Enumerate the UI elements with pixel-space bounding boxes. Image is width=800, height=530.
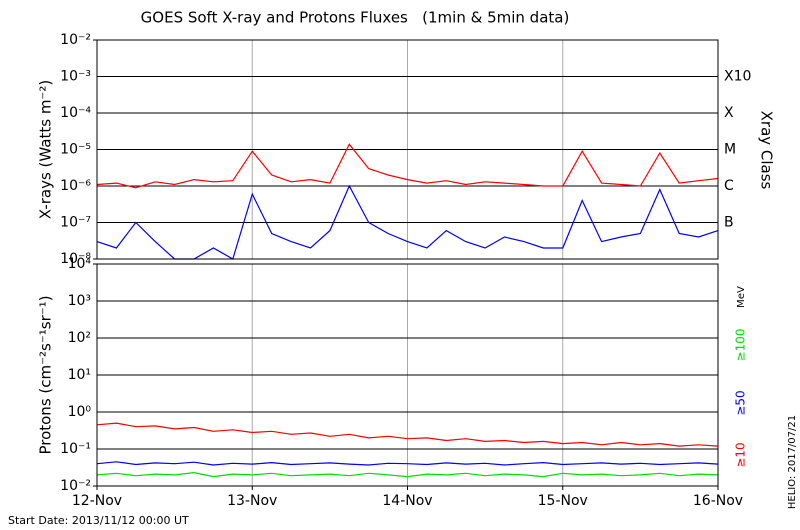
x-tick-label: 14-Nov [382, 493, 432, 509]
class-label: X10 [724, 69, 751, 85]
data-line [96, 422, 719, 447]
x-tick-label: 13-Nov [227, 493, 277, 509]
data-line [96, 461, 719, 466]
y-tick-label: 10⁻¹ [60, 441, 91, 457]
x-tick-label: 16-Nov [693, 493, 743, 509]
class-label: B [724, 215, 734, 231]
y-tick-label: 10² [68, 330, 91, 346]
y-tick-label: 10⁴ [68, 256, 92, 272]
y-tick-label: 10⁻⁴ [60, 105, 91, 121]
legend-entry: ≥50 [734, 390, 748, 415]
y-tick-label: 10⁻⁵ [60, 142, 91, 158]
y-axis-title: X-rays (Watts m⁻²) [37, 80, 55, 219]
class-label: X [724, 105, 734, 121]
x-tick-label: 15-Nov [538, 493, 588, 509]
y-tick-label: 10⁻⁶ [60, 178, 91, 194]
credit: HELIO: 2017/07/21 [787, 415, 798, 509]
class-label: C [724, 178, 734, 194]
y-tick-label: 10⁰ [68, 404, 92, 420]
y-tick-label: 10⁻³ [60, 69, 91, 85]
legend-entry: ≥100 [734, 329, 748, 362]
y-tick-label: 10⁻⁷ [60, 215, 91, 231]
chart-title: GOES Soft X-ray and Protons Fluxes (1min… [141, 9, 570, 27]
y-axis-title: Protons (cm⁻²s⁻¹sr⁻¹) [37, 295, 55, 454]
plot-frame [96, 39, 719, 260]
x-tick-label: 12-Nov [72, 493, 122, 509]
y-tick-label: 10¹ [68, 367, 91, 383]
data-line [96, 184, 719, 260]
legend-entry: ≥10 [734, 442, 748, 467]
y-tick-label: 10⁻² [60, 32, 91, 48]
start-date: Start Date: 2013/11/12 00:00 UT [8, 514, 189, 527]
class-label: M [724, 142, 736, 158]
data-line [96, 471, 719, 478]
y-tick-label: 10³ [68, 293, 91, 309]
data-line [96, 143, 719, 189]
y-tick-label: 10⁻² [60, 478, 91, 494]
y2-axis-title: MeV [736, 286, 747, 308]
y2-axis-title: Xray Class [758, 111, 776, 190]
y-tick-label: 10⁻⁸ [60, 251, 91, 267]
